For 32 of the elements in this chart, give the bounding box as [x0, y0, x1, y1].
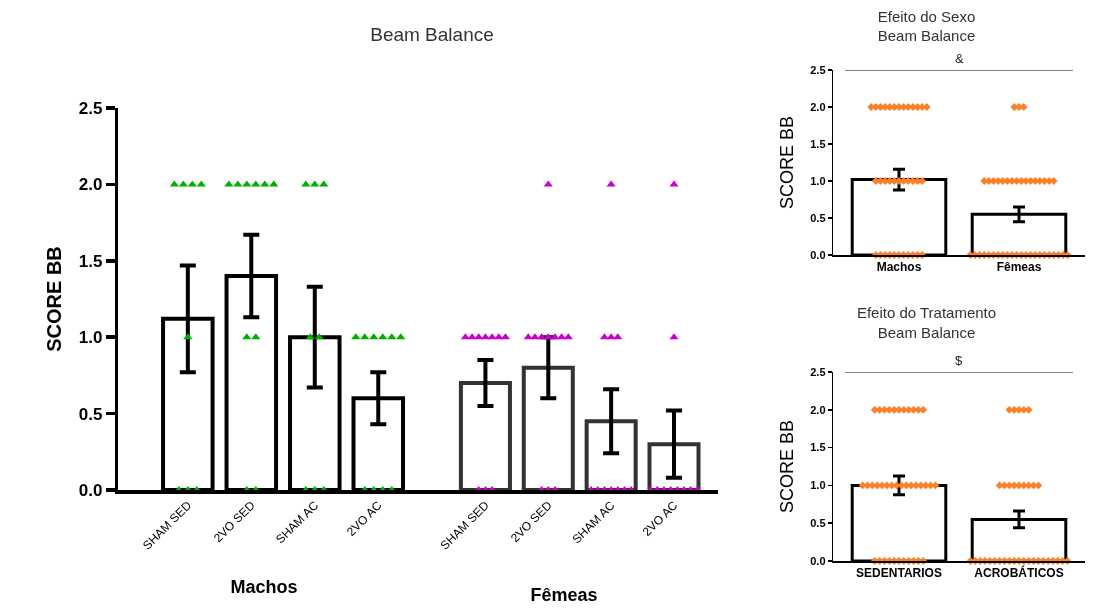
chart-title: Beam Balance — [370, 23, 494, 45]
y-tick-label: 0.0 — [810, 554, 826, 567]
y-tick-label: 0.0 — [810, 248, 826, 261]
y-tick-label: 2.0 — [810, 403, 826, 416]
y-tick-label: 1.0 — [810, 479, 826, 492]
text: $ — [955, 353, 963, 368]
y-tick-label: 1.5 — [78, 251, 103, 271]
y-tick-label: 0.5 — [810, 211, 826, 224]
y-tick-label: 1.5 — [810, 441, 826, 454]
y-tick-label: 0.0 — [78, 480, 103, 500]
y-tick-label: 1.0 — [810, 174, 826, 187]
y-tick-label: 1.5 — [810, 137, 826, 150]
y-tick-label: 0.5 — [78, 404, 103, 424]
y-tick-label: 2.5 — [78, 98, 103, 118]
chart-title: Efeito do Sexo Beam Balance — [877, 7, 976, 45]
y-tick-label: 2.0 — [78, 175, 103, 195]
x-tick-label: SEDENTARIOS — [856, 565, 942, 580]
x-axis-title: Machos — [230, 577, 298, 598]
text: & — [955, 51, 964, 66]
y-axis-title: SCORE BB — [43, 246, 66, 352]
y-tick-label: 2.5 — [810, 63, 826, 76]
y-tick-label: 0.5 — [810, 517, 826, 530]
y-tick-label: 2.5 — [810, 365, 826, 378]
chart-title: Efeito do Tratamento Beam Balance — [856, 304, 997, 341]
y-axis-title: SCORE BB — [776, 419, 797, 514]
y-axis-title: SCORE BB — [776, 115, 797, 210]
x-tick-label: 2VO AC — [344, 498, 385, 539]
x-tick-label: 2VO AC — [639, 498, 681, 539]
y-tick-label: 2.0 — [810, 100, 826, 113]
x-tick-label: ACROBÁTICOS — [974, 564, 1064, 580]
y-tick-label: 1.0 — [78, 328, 103, 348]
x-axis-title: Fêmeas — [530, 585, 598, 606]
